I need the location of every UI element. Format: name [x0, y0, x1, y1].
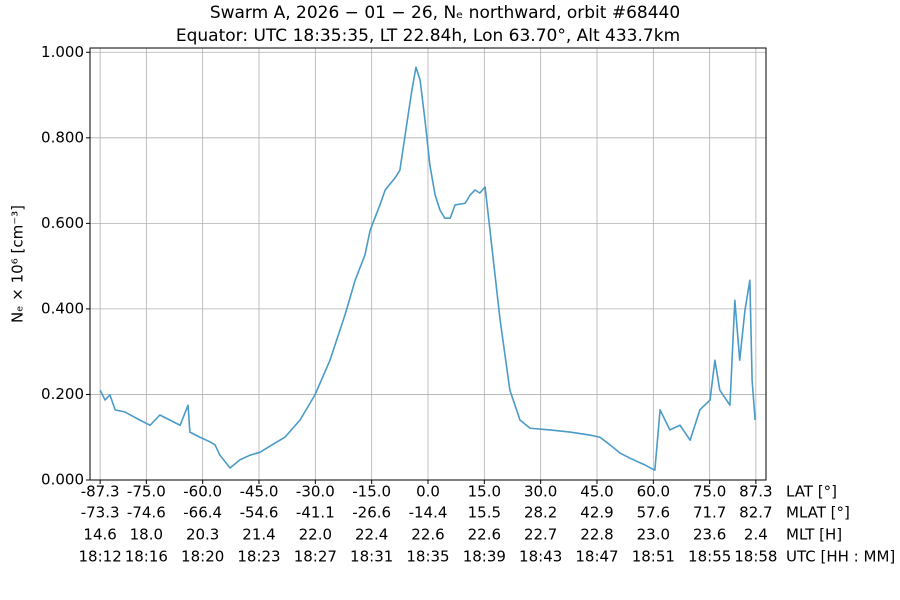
- x-tick-label: 15.0: [468, 483, 501, 501]
- x-tick-label: -73.3: [81, 504, 120, 522]
- x-tick-label: 22.6: [411, 526, 444, 544]
- x-tick-label: 18:31: [350, 548, 393, 566]
- x-tick-label: -41.1: [296, 504, 335, 522]
- x-tick-label: 18:51: [632, 548, 675, 566]
- chart-subtitle: Equator: UTC 18:35:35, LT 22.84h, Lon 63…: [176, 26, 680, 46]
- x-tick-label: 23.6: [693, 526, 726, 544]
- x-tick-label: 28.2: [524, 504, 557, 522]
- tick-row-label: UTC [HH : MM]: [786, 548, 895, 566]
- x-tick-label: 22.6: [468, 526, 501, 544]
- x-tick-label: -87.3: [81, 483, 120, 501]
- x-tick-label: -60.0: [183, 483, 222, 501]
- x-tick-label: 22.8: [580, 526, 613, 544]
- x-tick-label: 18:27: [294, 548, 337, 566]
- x-tick-label: 18:55: [688, 548, 731, 566]
- tick-row-label: MLT [H]: [786, 526, 842, 544]
- x-tick-label: -74.6: [127, 504, 166, 522]
- x-tick-label: 42.9: [580, 504, 613, 522]
- x-tick-label: -75.0: [127, 483, 166, 501]
- y-tick-label: 0.800: [41, 128, 84, 146]
- x-tick-label: 20.3: [186, 526, 219, 544]
- x-tick-label: 60.0: [637, 483, 670, 501]
- x-tick-label: -14.4: [409, 504, 448, 522]
- x-tick-label: 18.0: [130, 526, 163, 544]
- x-tick-label: 18:43: [519, 548, 562, 566]
- x-tick-label: 18:39: [463, 548, 506, 566]
- x-axis-label: LAT [°]: [786, 483, 837, 501]
- x-tick-label: 22.7: [524, 526, 557, 544]
- x-tick-label: 18:20: [181, 548, 224, 566]
- x-tick-label: 30.0: [524, 483, 557, 501]
- x-tick-label: -15.0: [352, 483, 391, 501]
- x-tick-label: 15.5: [468, 504, 501, 522]
- x-tick-label: -54.6: [240, 504, 279, 522]
- x-tick-label: 82.7: [739, 504, 772, 522]
- plot-frame: [89, 47, 767, 481]
- x-tick-label: -26.6: [352, 504, 391, 522]
- x-tick-label: 14.6: [83, 526, 116, 544]
- x-tick-label: 0.0: [416, 483, 440, 501]
- x-tick-label: 87.3: [739, 483, 772, 501]
- x-tick-label: -30.0: [296, 483, 335, 501]
- x-tick-label: -66.4: [183, 504, 222, 522]
- data-line: [99, 66, 756, 471]
- y-tick-label: 0.000: [41, 471, 84, 489]
- y-tick-label: 0.600: [41, 214, 84, 232]
- y-tick-label: 1.000: [41, 43, 84, 61]
- x-tick-label: 18:23: [237, 548, 280, 566]
- x-tick-label: 75.0: [693, 483, 726, 501]
- x-tick-label: -45.0: [240, 483, 279, 501]
- x-tick-label: 18:58: [734, 548, 777, 566]
- x-tick-label: 22.0: [299, 526, 332, 544]
- y-tick-label: 0.200: [41, 385, 84, 403]
- x-tick-label: 71.7: [693, 504, 726, 522]
- x-tick-label: 18:35: [406, 548, 449, 566]
- x-tick-label: 23.0: [637, 526, 670, 544]
- x-tick-label: 2.4: [744, 526, 768, 544]
- chart-title: Swarm A, 2026 − 01 − 26, Nₑ northward, o…: [210, 3, 680, 23]
- x-tick-label: 22.4: [355, 526, 388, 544]
- y-axis-label: Nₑ × 10⁶ [cm⁻³]: [9, 205, 27, 323]
- x-tick-label: 18:16: [125, 548, 168, 566]
- x-tick-label: 21.4: [242, 526, 275, 544]
- x-tick-label: 18:47: [575, 548, 618, 566]
- x-tick-label: 57.6: [637, 504, 670, 522]
- tick-row-label: MLAT [°]: [786, 504, 850, 522]
- x-tick-label: 45.0: [580, 483, 613, 501]
- x-tick-label: 18:12: [79, 548, 122, 566]
- y-tick-label: 0.400: [41, 299, 84, 317]
